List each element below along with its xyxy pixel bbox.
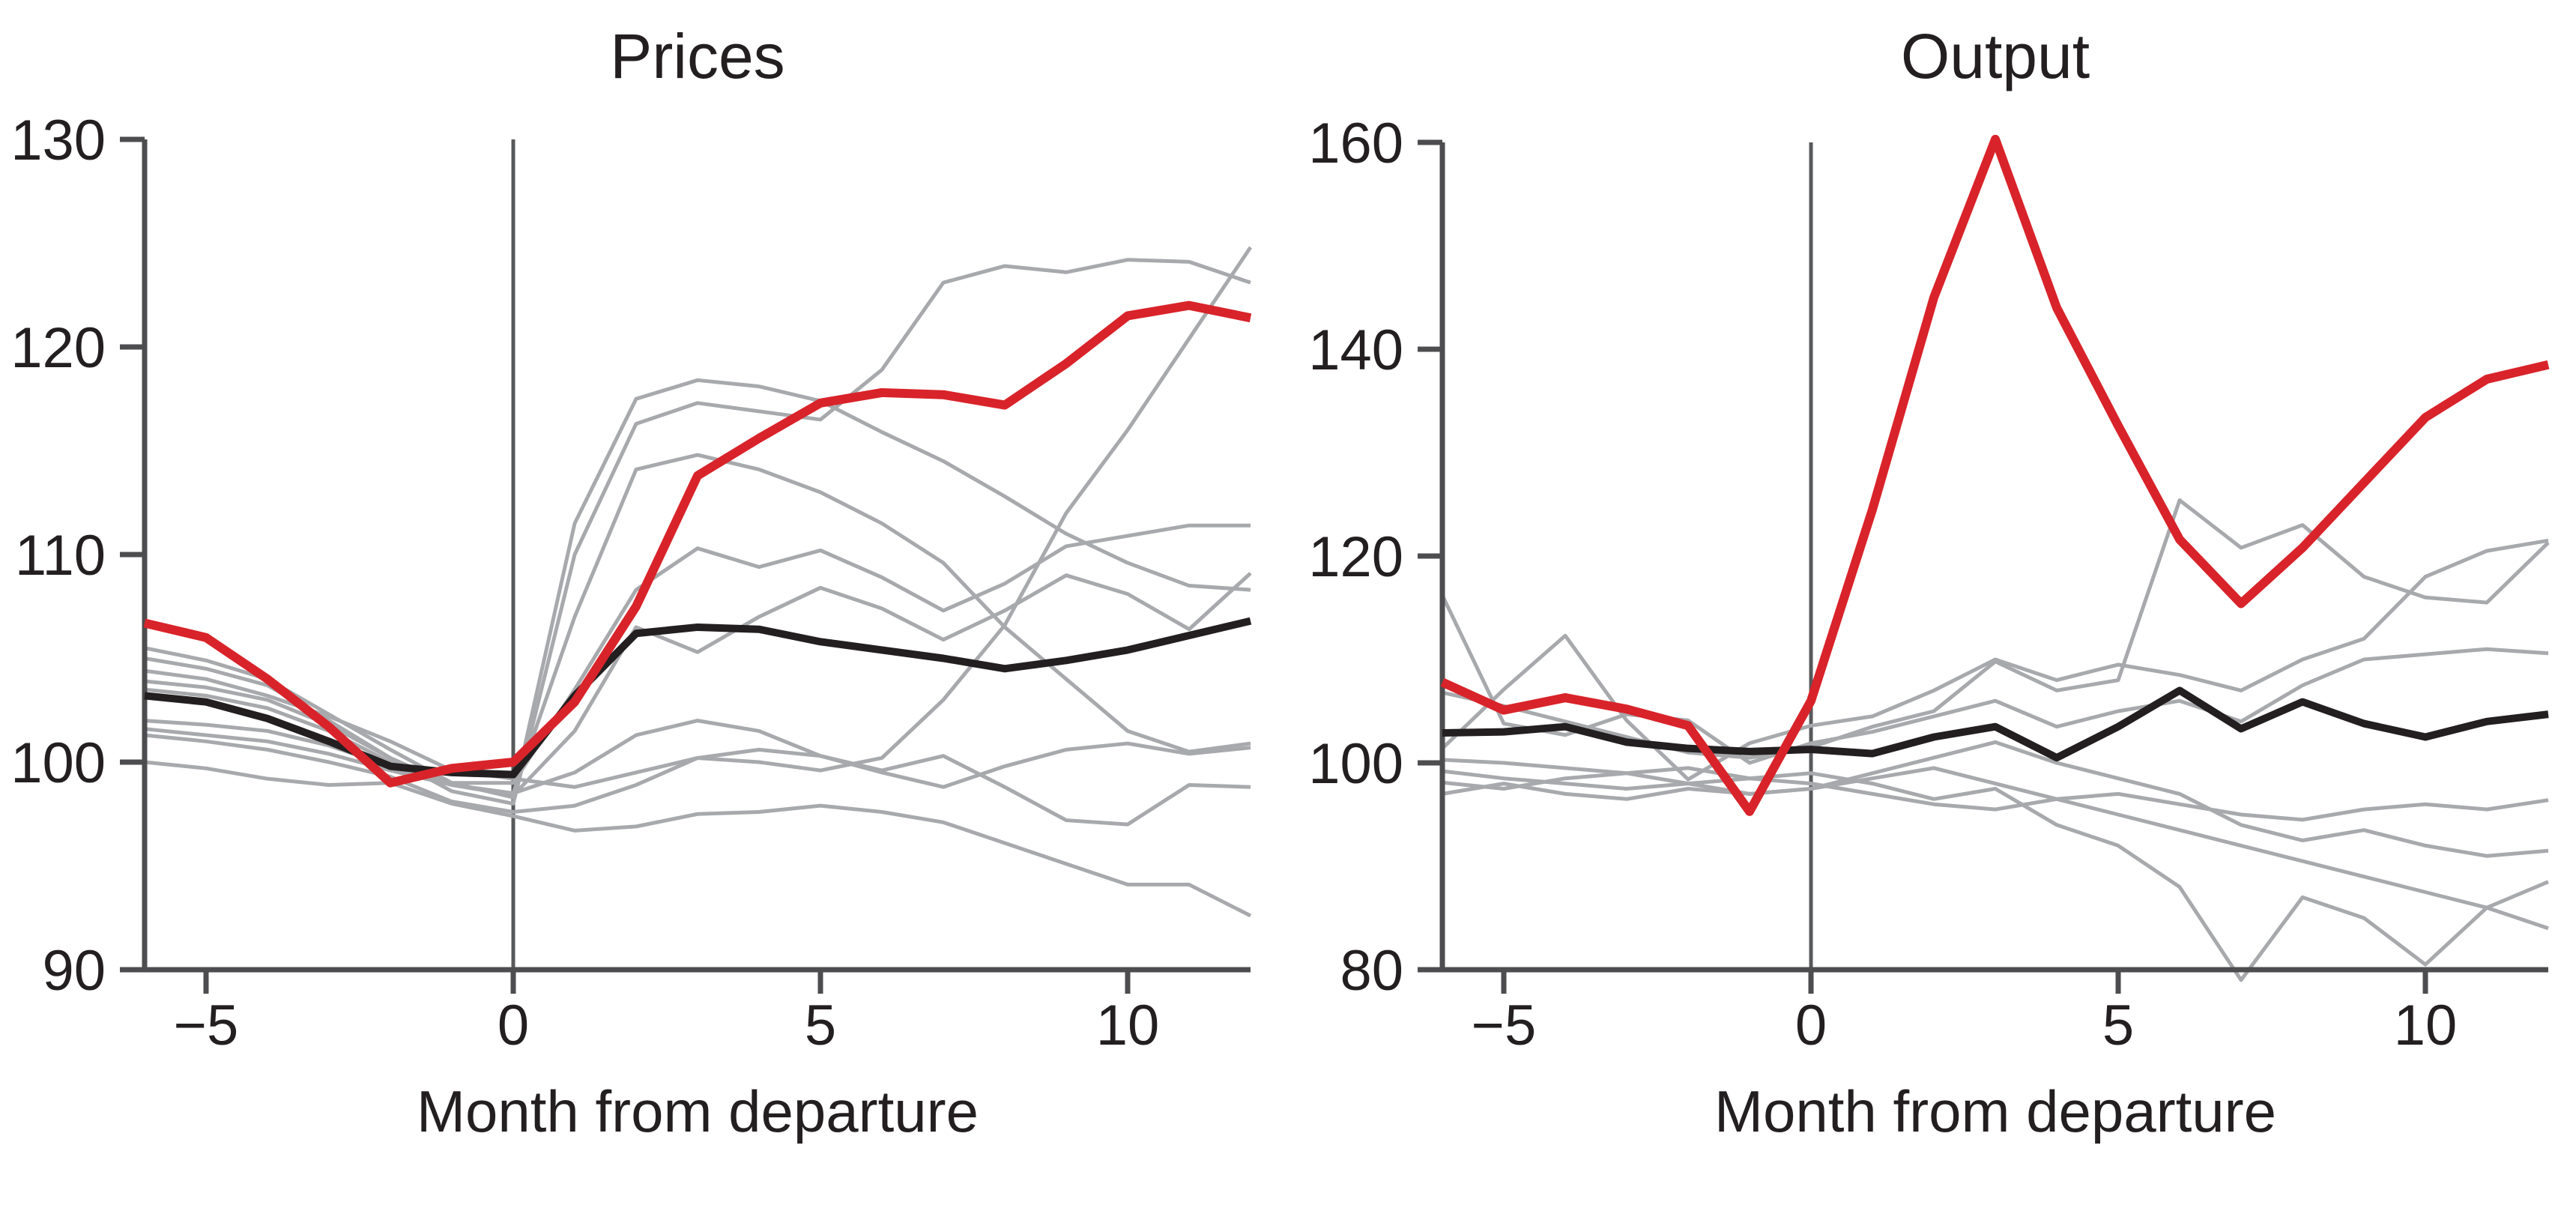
panel-title-prices: Prices (610, 21, 784, 91)
x-axis-label-output: Month from departure (1714, 1078, 2276, 1144)
y-tick-label: 130 (10, 109, 106, 172)
x-tick-label: 0 (1795, 994, 1827, 1057)
highlight-line (1440, 134, 2550, 816)
y-tick-label: 120 (10, 316, 106, 380)
x-tick-label: 5 (805, 994, 836, 1057)
x-axis-label-prices: Month from departure (417, 1078, 979, 1144)
episode-line-episode-f (1442, 771, 2549, 822)
episode-line-episode-d (1442, 758, 2549, 982)
y-tick-label: 160 (1308, 112, 1403, 175)
y-tick-label: 90 (42, 939, 106, 1003)
episode-line-episode-c (1441, 538, 2549, 782)
highlight-line (143, 301, 1252, 788)
x-tick-label: 5 (2102, 994, 2134, 1057)
y-tick-label: 140 (1308, 318, 1403, 382)
x-tick-label: 10 (1096, 994, 1160, 1057)
episode-line-episode-g (144, 719, 1251, 827)
episode-line-episode-f (144, 572, 1252, 797)
episode-line-episode-g (1442, 740, 2549, 858)
x-tick-label: −5 (1472, 994, 1537, 1057)
x-tick-label: 0 (498, 994, 529, 1057)
y-tick-label: 80 (1340, 939, 1403, 1003)
episode-line-episode-i (144, 760, 1252, 918)
x-tick-label: −5 (174, 994, 239, 1057)
panel-title-output: Output (1901, 21, 2090, 91)
panel-output: 80 100 120 140 160 −5 0 5 10 (1308, 112, 2550, 1057)
episode-line-episode-a (1440, 594, 2549, 765)
x-tick-label: 10 (2394, 994, 2458, 1057)
y-tick-label: 110 (15, 524, 106, 588)
episode-line-episode-h (144, 733, 1251, 814)
y-tick-label: 120 (1308, 525, 1403, 589)
episode-line-episode-b (144, 258, 1251, 806)
y-tick-label: 100 (1308, 732, 1403, 796)
episode-line-episode-e (1442, 766, 2549, 931)
average-line (144, 617, 1252, 779)
panel-prices: 90 100 110 120 130 −5 0 5 10 (10, 109, 1253, 1057)
average-line (1442, 686, 2549, 762)
episode-line-episode-a (144, 378, 1251, 800)
episode-line-episode-c (144, 246, 1253, 789)
y-tick-label: 100 (10, 731, 106, 795)
